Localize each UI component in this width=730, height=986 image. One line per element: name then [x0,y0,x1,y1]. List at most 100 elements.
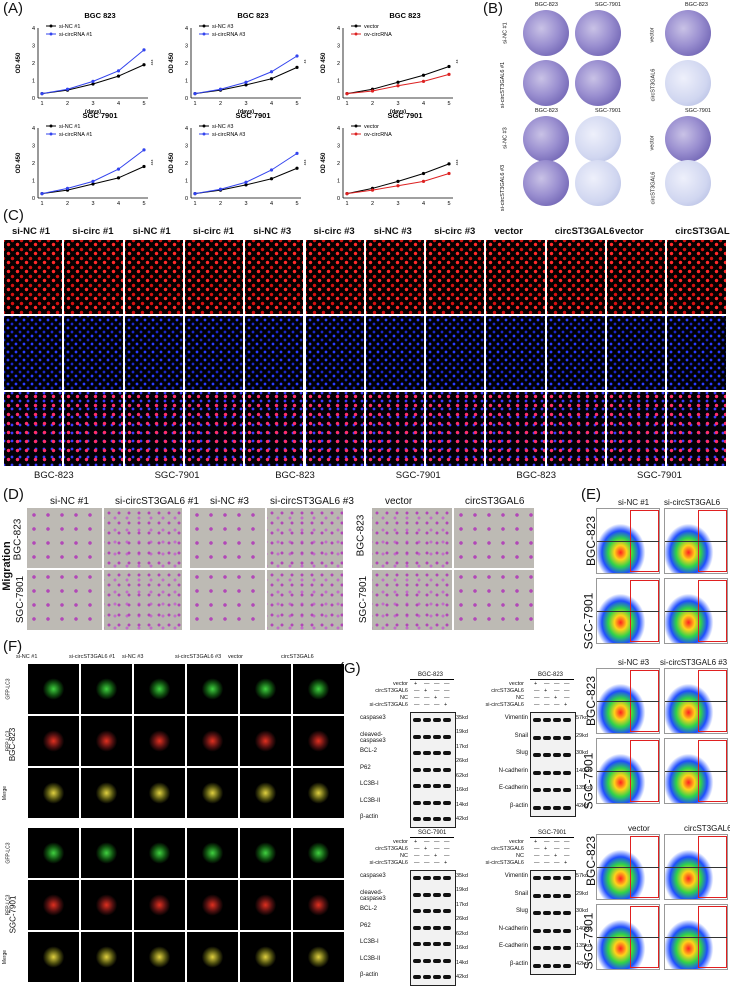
if-cell-line-label: SGC-7901 [154,470,200,481]
blot-sign: + [414,839,418,845]
quadrant-line [597,937,659,938]
legend-label: si-NC #3 [212,24,233,30]
blot-sign: — [414,695,420,701]
blot-sign: — [424,853,430,859]
blot-sign: — [564,688,570,694]
migration-row-label: SGC-7901 [15,575,27,624]
y-tick-label: 1 [32,179,35,185]
lc3-image [81,880,132,930]
blot-sign: + [434,853,438,859]
data-point [65,186,70,190]
blot-band [533,735,541,740]
blot-condition-label: si-circST3GAL6 [485,860,524,866]
panel-label-a: (A) [3,0,23,17]
blot-protein-label: cleaved-caspase3 [360,731,386,744]
blot-band [443,817,451,821]
blot-sign: — [444,688,450,694]
flow-header: si-NC #3 [618,658,650,667]
lc3-image [81,768,132,818]
blot-band [553,928,561,933]
blot-sign: — [424,695,430,701]
blot-band [533,911,541,915]
quadrant-line [665,701,727,702]
blot-weight-label: 135kd [576,943,591,949]
lc3-row-label: RFP-LC3 [5,894,12,916]
data-point [65,87,70,91]
lc3-image [240,932,291,982]
blot-condition-label: vector [393,839,408,845]
blot-header-rule [530,679,574,680]
blot-band [413,751,421,755]
lc3-image [293,716,344,766]
lc3-image [28,768,79,818]
legend-marker [202,132,206,136]
blot-condition-label: circST3GAL6 [491,688,524,694]
if-column-header: si-NC #1 [12,226,51,237]
blot-sign: — [534,860,540,866]
blot-sign: + [564,702,568,708]
migration-row-label: BGC-823 [355,514,367,557]
flow-cytometry-panel: si-NC #1 si-circST3GAL6 #1 si-NC #3 si-c… [581,494,730,980]
blot-band [413,800,421,805]
if-column-header: si-circ #3 [434,226,476,237]
data-point [193,192,197,196]
blot-band [423,784,431,788]
data-point [116,69,121,73]
blot-weight-label: 16kd [456,787,468,794]
lc3-image [187,768,238,818]
blot-condition-label: NC [516,695,524,701]
panel-label-e: (E) [581,486,601,503]
blot-weight-label: 29kd [576,732,588,739]
blot-sign: — [414,702,420,708]
blot-sign: — [564,839,570,845]
lc3-column-header: si-circST3GAL6 #1 [69,654,116,660]
lc3-panel: si-NC #1 si-circST3GAL6 #1 si-NC #3 si-circ… [0,648,344,982]
lc3-image [187,828,238,878]
colony-header: BGC-823 [535,108,558,114]
flow-plot [664,904,728,970]
blot-weight-label: 26kd [456,916,468,923]
blot-weight-label: 140kd [576,767,591,774]
blot-weight-label: 16kd [456,945,468,952]
blot-sign: + [564,860,568,866]
blot-sign: — [444,839,450,845]
if-image-red-channel [546,240,605,314]
blot-protein-label: N-cadherin [498,925,528,932]
blot-band [443,975,451,979]
blot-band [413,909,421,913]
data-point [142,148,146,152]
data-point [396,84,400,88]
lc3-image [28,664,79,714]
blot-band [543,753,551,757]
blot-band [423,942,431,946]
migration-panel: si-NC #1 si-circST3GAL6 #1 si-NC #3 si-c… [0,494,575,636]
legend-marker [49,124,53,128]
y-axis-label: OD 450 [321,52,327,73]
blot-band [533,946,541,950]
blot-weight-label: 35kd [456,715,468,721]
blot-protein-label: caspase3 [360,873,386,879]
flow-plot [664,578,728,644]
migration-image [372,570,452,630]
if-column-header: si-circ #1 [192,226,235,237]
blot-protein-label: cleaved-caspase3 [360,889,386,902]
y-tick-label: 4 [337,126,340,132]
if-image-merged [4,392,63,466]
colony-row-label: si-NC #3 [502,127,509,149]
migration-row-label: SGC-7901 [358,575,370,624]
blot-sign: — [554,688,560,694]
blot-weight-label: 35kd [456,873,468,879]
lc3-image [240,664,291,714]
blot-band [563,963,571,968]
data-point [91,82,95,86]
blot-band [413,784,421,788]
panel-label-g: (G) [339,660,361,677]
blot-weight-label: 42kd [576,960,588,967]
if-image-dapi-channel [305,316,364,390]
blot-band [433,876,441,880]
blot-band [563,735,571,740]
blot-band [533,788,541,792]
migration-header: vector [385,496,413,507]
lc3-image [293,828,344,878]
blot-weight-label: 17kd [456,743,468,750]
